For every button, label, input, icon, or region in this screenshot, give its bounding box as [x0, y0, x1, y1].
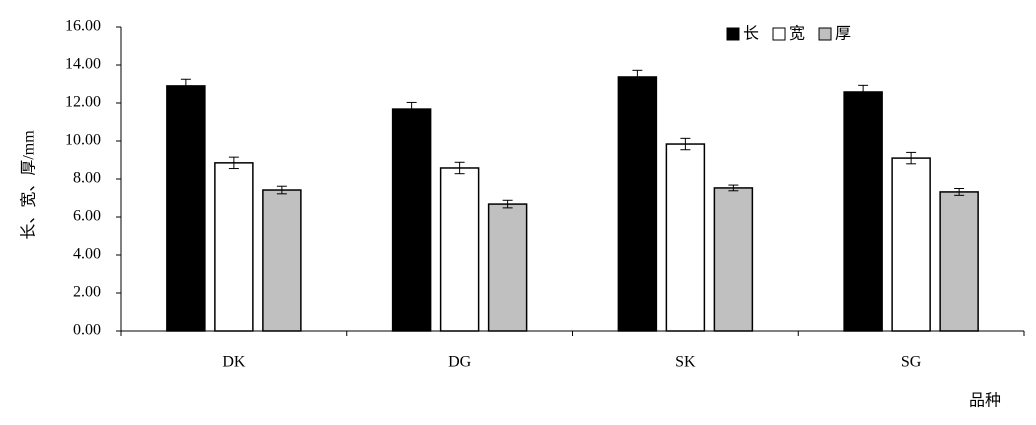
error-bar	[906, 151, 917, 165]
error-bar	[680, 137, 691, 151]
y-tick-label: 2.00	[73, 284, 101, 301]
x-tick-label: DG	[448, 354, 472, 371]
y-tick-label: 8.00	[73, 170, 101, 187]
error-bar	[180, 78, 191, 94]
bar	[439, 167, 480, 332]
bar	[617, 76, 658, 332]
bar	[843, 91, 883, 332]
error-bar	[954, 188, 965, 196]
error-bar	[406, 101, 417, 117]
y-tick-label: 6.00	[73, 208, 101, 225]
y-tick-label: 14.00	[65, 56, 101, 73]
legend-swatch	[818, 27, 832, 41]
bar	[166, 85, 206, 332]
bar	[262, 189, 302, 332]
bar	[665, 143, 706, 332]
bar	[939, 191, 979, 332]
error-bar	[276, 185, 287, 195]
legend-label: 宽	[789, 25, 805, 43]
y-axis-label: 长、宽、厚/mm	[20, 130, 38, 240]
y-tick-label: 12.00	[65, 94, 101, 111]
error-bar	[728, 184, 739, 192]
y-tick-label: 4.00	[73, 246, 101, 263]
x-tick-label: DK	[222, 354, 246, 371]
legend-label: 厚	[835, 26, 851, 43]
bar	[214, 162, 254, 332]
bar	[391, 108, 432, 332]
legend-label: 长	[743, 25, 759, 43]
error-bar	[454, 161, 465, 175]
x-axis-label: 品种	[969, 392, 1001, 410]
legend-swatch	[726, 27, 740, 41]
error-bar	[228, 156, 239, 170]
y-tick-label: 0.00	[73, 322, 101, 339]
x-tick-label: SG	[901, 354, 922, 371]
bar	[891, 157, 931, 332]
error-bar	[502, 199, 513, 209]
x-tick-label: SK	[675, 354, 696, 371]
y-tick-label: 16.00	[65, 18, 101, 35]
error-bar	[632, 69, 643, 85]
legend-swatch	[772, 27, 786, 41]
error-bar	[858, 84, 869, 100]
bar	[713, 187, 754, 332]
y-tick-label: 10.00	[65, 132, 101, 149]
bar	[487, 203, 528, 332]
